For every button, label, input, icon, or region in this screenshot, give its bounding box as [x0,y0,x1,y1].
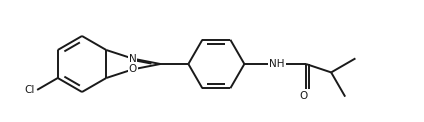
Text: NH: NH [269,59,285,69]
Text: O: O [129,64,137,74]
Text: O: O [300,91,308,101]
Text: N: N [129,54,137,64]
Text: Cl: Cl [25,85,35,95]
